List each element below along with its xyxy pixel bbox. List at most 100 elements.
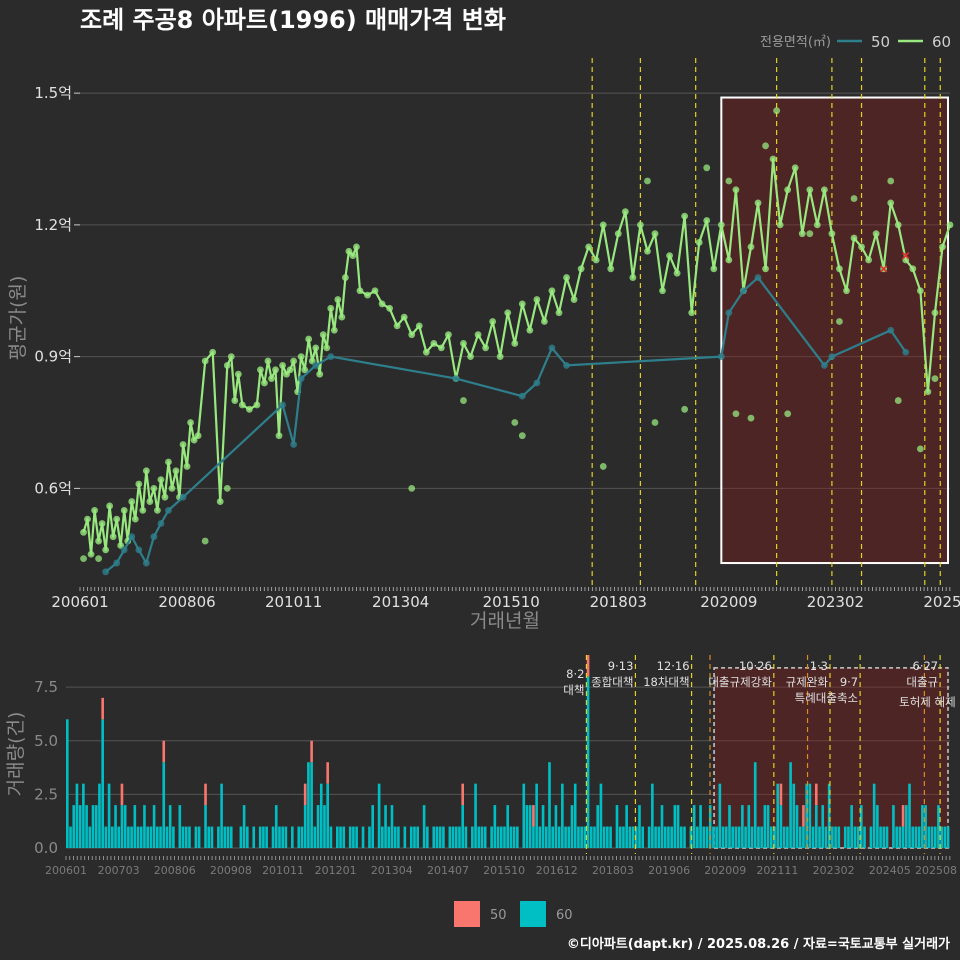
volume-bar-60 [548,762,551,848]
price-highlight-region [720,96,949,565]
volume-bar-60 [847,826,850,848]
volume-bar-60 [352,826,355,848]
volume-bar-60 [779,805,783,848]
volume-bar-60 [863,826,866,848]
price-point-60-95 [548,287,556,295]
price-point-60-86 [482,344,489,352]
volume-bar-60 [769,826,773,848]
volume-bar-60 [136,826,140,848]
volume-bar-60 [499,826,503,848]
price-point-60-132 [820,186,828,194]
price-point-60-72 [378,300,386,308]
volume-bar-60 [699,805,702,848]
price-point-60-88 [496,353,504,361]
volume-bar-60 [78,805,82,848]
price-point-60-19 [150,484,158,492]
volume-bar-60 [557,826,561,848]
price-point-60-24 [168,484,176,492]
volume-bar-60 [139,826,143,848]
volume-bar-60 [564,826,567,848]
volume-bar-60 [766,805,770,848]
volume-bar-60 [670,826,673,848]
volume-bar-60 [435,826,439,848]
volume-bar-60 [570,805,574,848]
volume-bar-60 [647,826,651,848]
price-point-50-23 [754,274,762,281]
volume-bar-60 [946,826,950,848]
volume-xtick-label-8: 201510 [483,864,525,877]
volume-bar-60 [747,805,751,848]
price-point-60-42 [257,366,264,374]
volume-bar-50 [120,783,124,806]
volume-bar-60 [586,676,590,848]
price-extra-point-7 [518,432,526,440]
volume-bar-60 [618,826,622,848]
price-point-60-20 [154,506,161,514]
price-point-60-35 [223,362,231,369]
price-extra-point-10 [651,419,659,426]
price-point-60-61 [327,304,335,312]
price-extra-point-3 [223,484,231,492]
volume-bar-60 [933,826,937,848]
volume-policy-lines: 8·2 대책 9·13 종합대책 12·16 18차대책 10·26 대출규제강화 1·3 규제완… [563,655,956,854]
volume-bar-60 [229,826,233,848]
volume-bar-60 [188,826,191,848]
volume-policy-extra: 토허제 해제 [899,695,956,709]
volume-bar-60 [676,805,680,848]
price-extra-point-11 [681,405,689,413]
volume-bars [66,655,950,848]
price-point-50-13 [312,362,320,369]
volume-bar-50 [779,783,783,806]
volume-bar-60 [741,805,744,848]
price-point-60-117 [710,265,718,273]
volume-bar-60 [660,805,664,848]
volume-bar-60 [876,805,879,848]
volume-bar-60 [615,805,619,848]
volume-bar-60 [805,783,808,848]
price-point-60-34 [216,498,224,505]
volume-xtick-label-9: 201612 [536,864,578,877]
volume-bar-50 [532,805,535,827]
volume-bar-60 [303,805,307,848]
price-point-60-110 [659,287,666,295]
volume-bar-60 [377,783,381,848]
legend-bar-label-60: 60 [556,908,573,923]
price-point-50-2 [120,546,128,554]
volume-bar-60 [111,826,114,848]
volume-bar-60 [75,783,79,848]
volume-bar-60 [895,826,898,848]
price-point-50-14 [327,353,335,361]
volume-bar-60 [702,826,706,848]
price-red-mark-0 [880,265,888,273]
price-point-60-133 [828,230,836,238]
volume-bar-60 [628,826,632,848]
price-extra-point-22 [887,177,895,185]
price-point-50-17 [533,379,541,387]
volume-bar-60 [898,826,902,848]
price-point-60-7 [106,502,114,510]
price-extra-point-5 [460,397,467,404]
volume-bar-50 [802,805,805,827]
price-point-60-6 [102,546,110,554]
volume-bar-60 [326,783,329,848]
volume-bar-60 [361,826,365,848]
volume-bar-60 [721,826,725,848]
legend-label-50: 50 [871,33,890,51]
price-xtick-label-2: 201011 [265,593,322,611]
price-point-60-119 [725,256,733,264]
volume-bar-60 [438,826,442,848]
volume-xtick-label-14: 202302 [813,864,855,877]
price-point-60-60 [323,344,331,352]
price-point-60-135 [843,287,850,295]
volume-bar-60 [853,826,857,848]
volume-bar-60 [589,826,593,848]
volume-bar-60 [901,826,905,848]
volume-bar-60 [458,826,461,848]
price-extra-point-8 [599,463,607,470]
price-point-60-89 [504,309,512,317]
price-point-60-104 [614,230,622,238]
volume-bar-50 [461,783,465,806]
price-extra-point-0 [80,555,87,563]
price-point-50-3 [128,533,136,541]
price-point-60-85 [474,331,482,339]
